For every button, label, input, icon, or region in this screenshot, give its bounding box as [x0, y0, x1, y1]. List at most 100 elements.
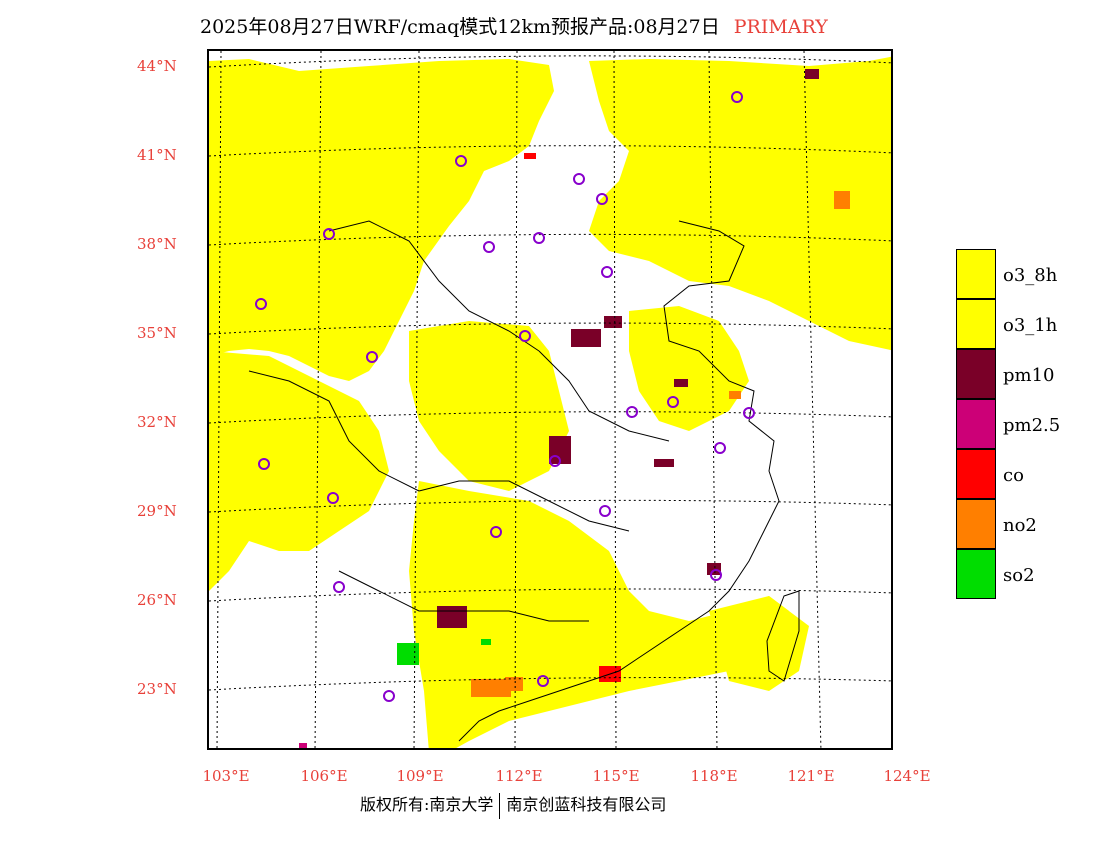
legend-swatch: [956, 549, 996, 599]
city-marker: [599, 505, 611, 517]
no2-hotspot: [834, 191, 850, 209]
city-marker: [366, 351, 378, 363]
lon-grid-line: [413, 51, 420, 748]
legend-label: co: [1003, 465, 1024, 486]
pm10-hotspot: [437, 606, 467, 628]
pm10-hotspot: [654, 459, 674, 467]
map-title: 2025年08月27日WRF/cmaq模式12km预报产品:08月27日 PRIM…: [200, 12, 828, 39]
lon-label-115: 115°E: [592, 767, 640, 785]
legend-label: o3_1h: [1003, 315, 1058, 336]
lon-label-124: 124°E: [883, 767, 931, 785]
lon-grid-line: [803, 51, 822, 748]
boundary-lines: [248, 220, 800, 742]
legend-swatch: [956, 349, 996, 399]
legend-swatch: [956, 449, 996, 499]
city-marker: [573, 173, 585, 185]
ozone-region-northeast: [589, 56, 891, 351]
legend-label: pm10: [1003, 365, 1055, 386]
lon-grid-line: [216, 51, 222, 748]
map-canvas: [209, 51, 891, 748]
so2-hotspot: [481, 639, 491, 645]
pollutant-map[interactable]: [207, 49, 893, 750]
pm25-hotspot-layer: [299, 743, 307, 748]
ozone-region-central: [409, 321, 569, 491]
lon-grid-line: [314, 51, 322, 748]
pm10-hotspot: [707, 563, 721, 575]
footer-separator: [499, 792, 501, 819]
no2-hotspot: [729, 391, 741, 399]
city-marker: [714, 442, 726, 454]
city-marker: [743, 407, 755, 419]
lat-label-35: 35°N: [137, 324, 177, 342]
lon-label-112: 112°E: [495, 767, 543, 785]
footer: 版权所有:南京大学 南京创蓝科技有限公司: [360, 791, 666, 819]
city-marker: [483, 241, 495, 253]
co-hotspot: [524, 153, 536, 159]
city-marker: [333, 581, 345, 593]
pm25-hotspot: [299, 743, 307, 748]
no2-hotspot-layer: [471, 191, 850, 697]
province-border: [418, 480, 630, 532]
ozone-region-west: [209, 351, 389, 591]
lon-grid-line: [613, 51, 617, 748]
coastline: [458, 220, 780, 742]
city-marker: [710, 569, 722, 581]
title-primary-tag: PRIMARY: [733, 16, 828, 38]
province-border: [538, 350, 670, 442]
so2-hotspot-layer: [397, 639, 491, 665]
city-marker: [667, 396, 679, 408]
lat-label-41: 41°N: [137, 146, 177, 164]
city-marker: [383, 690, 395, 702]
lon-label-118: 118°E: [690, 767, 738, 785]
lat-label-29: 29°N: [137, 502, 177, 520]
no2-hotspot: [505, 677, 523, 691]
footer-company: 南京创蓝科技有限公司: [506, 795, 667, 814]
no2-hotspot: [471, 679, 511, 697]
legend-swatch: [956, 399, 996, 449]
city-marker: [533, 232, 545, 244]
city-marker: [626, 406, 638, 418]
city-marker: [490, 526, 502, 538]
so2-hotspot: [397, 643, 419, 665]
city-marker: [596, 193, 608, 205]
pm10-hotspot: [604, 316, 622, 328]
pm10-hotspot: [805, 69, 819, 79]
ozone-region-layer: [209, 56, 891, 748]
city-marker: [323, 228, 335, 240]
city-markers: [255, 91, 755, 702]
city-marker: [549, 455, 561, 467]
title-text: 2025年08月27日WRF/cmaq模式12km预报产品:08月27日: [200, 16, 720, 38]
legend-swatch: [956, 249, 996, 299]
province-border: [248, 370, 420, 492]
ozone-region-taiwan-strait: [709, 596, 809, 691]
lon-label-106: 106°E: [300, 767, 348, 785]
province-border: [338, 570, 589, 622]
city-marker: [258, 458, 270, 470]
city-marker: [327, 492, 339, 504]
city-marker: [537, 675, 549, 687]
city-marker: [601, 266, 613, 278]
lat-label-32: 32°N: [137, 413, 177, 431]
legend-swatch: [956, 299, 996, 349]
lat-label-23: 23°N: [137, 680, 177, 698]
legend-label: o3_8h: [1003, 265, 1058, 286]
city-marker: [519, 330, 531, 342]
legend-label: pm2.5: [1003, 415, 1061, 436]
city-marker: [731, 91, 743, 103]
legend-label: so2: [1003, 565, 1035, 586]
ozone-region-north: [209, 59, 554, 381]
pm10-hotspot: [674, 379, 688, 387]
lat-label-38: 38°N: [137, 235, 177, 253]
city-marker: [455, 155, 467, 167]
pm10-hotspot: [571, 329, 601, 347]
lon-grid-line: [514, 51, 518, 748]
lat-label-26: 26°N: [137, 591, 177, 609]
lon-grid-line: [708, 51, 718, 748]
city-marker: [255, 298, 267, 310]
graticule: [209, 51, 891, 748]
ozone-region-east: [629, 306, 749, 431]
lon-label-103: 103°E: [202, 767, 250, 785]
lon-label-121: 121°E: [787, 767, 835, 785]
footer-copyright: 版权所有:南京大学: [360, 795, 494, 814]
legend-label: no2: [1003, 515, 1037, 536]
